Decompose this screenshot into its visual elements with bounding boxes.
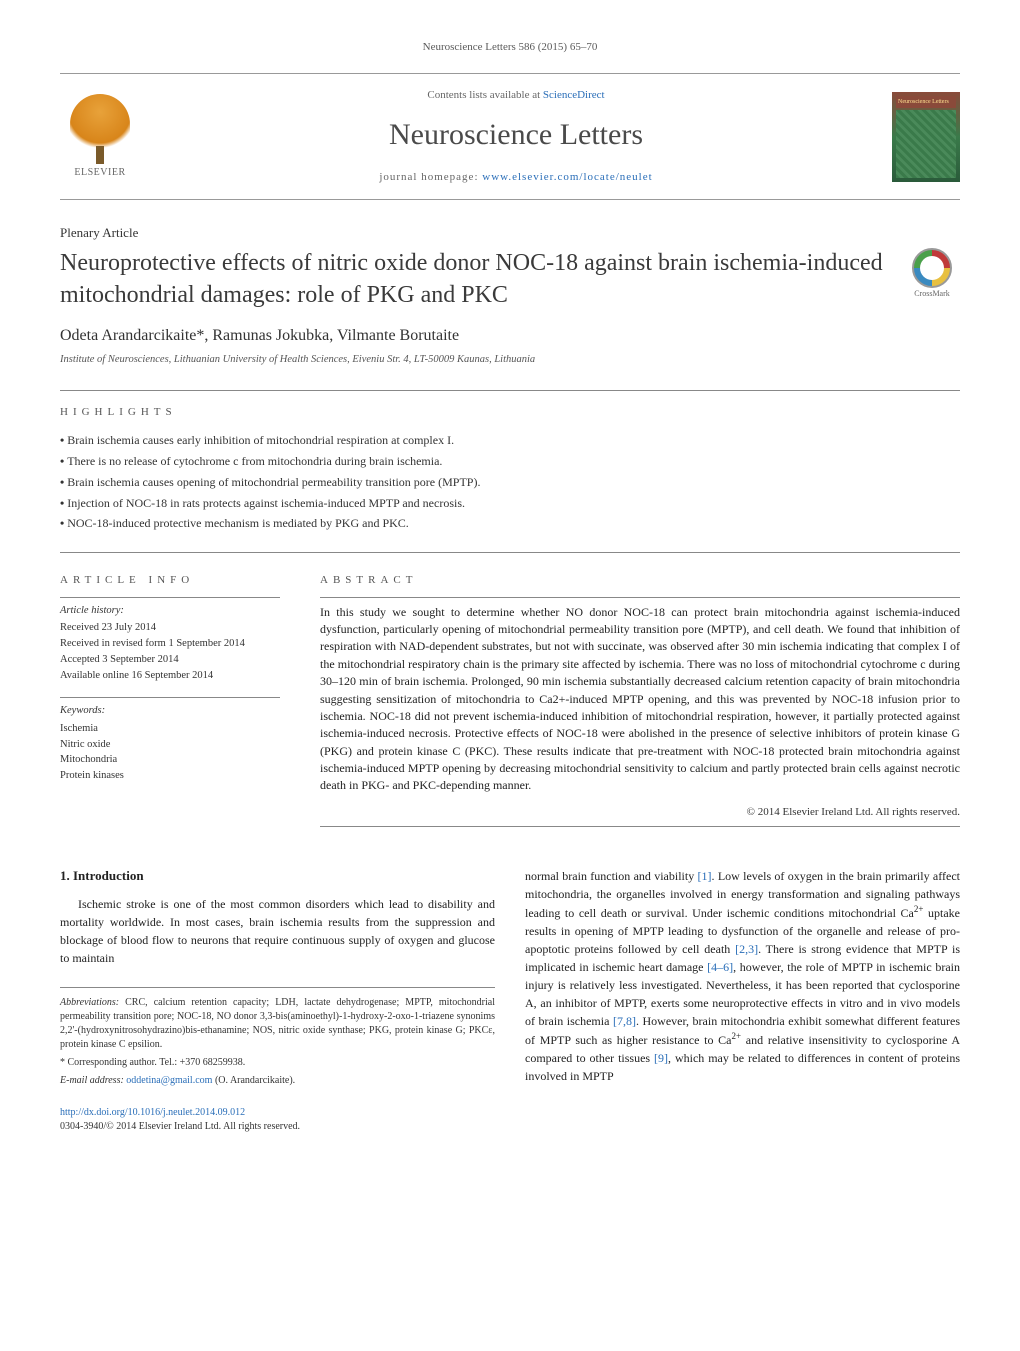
keywords-block: Keywords: Ischemia Nitric oxide Mitochon… <box>60 704 280 784</box>
article-type: Plenary Article <box>60 224 960 242</box>
footnotes: Abbreviations: CRC, calcium retention ca… <box>60 987 495 1088</box>
highlight-item: Brain ischemia causes early inhibition o… <box>60 430 960 451</box>
abstract-column: ABSTRACT In this study we sought to dete… <box>320 559 960 833</box>
ref-9[interactable]: [9] <box>654 1051 668 1065</box>
contents-line: Contents lists available at ScienceDirec… <box>158 88 874 103</box>
highlight-item: Injection of NOC-18 in rats protects aga… <box>60 493 960 514</box>
homepage-link[interactable]: www.elsevier.com/locate/neulet <box>482 171 652 183</box>
ref-4-6[interactable]: [4–6] <box>707 960 733 974</box>
abbrev-label: Abbreviations: <box>60 997 119 1008</box>
elsevier-logo: ELSEVIER <box>60 92 140 182</box>
keyword: Mitochondria <box>60 752 280 768</box>
running-citation: Neuroscience Letters 586 (2015) 65–70 <box>60 40 960 55</box>
ref-1[interactable]: [1] <box>698 869 712 883</box>
abstract-text: In this study we sought to determine whe… <box>320 604 960 795</box>
homepage-prefix: journal homepage: <box>379 171 482 183</box>
sup-2plus: 2+ <box>914 904 924 914</box>
ref-7-8[interactable]: [7,8] <box>613 1014 636 1028</box>
journal-header: ELSEVIER Contents lists available at Sci… <box>60 73 960 200</box>
intro-para-1: Ischemic stroke is one of the most commo… <box>60 895 495 967</box>
email-label: E-mail address: <box>60 1075 126 1086</box>
intro-heading: 1. Introduction <box>60 867 495 885</box>
rule <box>60 552 960 553</box>
journal-cover-thumb: Neuroscience Letters <box>892 92 960 182</box>
highlight-item: NOC-18-induced protective mechanism is m… <box>60 513 960 534</box>
crossmark-icon <box>912 248 952 288</box>
cover-thumb-art <box>896 110 956 178</box>
keyword: Protein kinases <box>60 768 280 784</box>
rule <box>60 697 280 698</box>
publisher-name: ELSEVIER <box>74 166 125 180</box>
authors: Odeta Arandarcikaite*, Ramunas Jokubka, … <box>60 325 960 347</box>
rule <box>60 390 960 391</box>
doi-link[interactable]: http://dx.doi.org/10.1016/j.neulet.2014.… <box>60 1106 495 1120</box>
history-heading: Article history: <box>60 604 280 619</box>
info-abstract-row: ARTICLE INFO Article history: Received 2… <box>60 559 960 833</box>
homepage-line: journal homepage: www.elsevier.com/locat… <box>158 170 874 185</box>
sciencedirect-link[interactable]: ScienceDirect <box>543 89 605 101</box>
keyword: Nitric oxide <box>60 737 280 753</box>
cover-thumb-label: Neuroscience Letters <box>896 96 956 108</box>
article-info-column: ARTICLE INFO Article history: Received 2… <box>60 559 280 833</box>
intro-para-2: normal brain function and viability [1].… <box>525 867 960 1085</box>
left-column: 1. Introduction Ischemic stroke is one o… <box>60 867 495 1134</box>
highlight-item: There is no release of cytochrome c from… <box>60 451 960 472</box>
issn-copyright: 0304-3940/© 2014 Elsevier Ireland Ltd. A… <box>60 1120 495 1134</box>
rule <box>60 597 280 598</box>
affiliation: Institute of Neurosciences, Lithuanian U… <box>60 353 960 368</box>
email-link[interactable]: oddetina@gmail.com <box>126 1075 212 1086</box>
highlights-list: Brain ischemia causes early inhibition o… <box>60 430 960 534</box>
history-block: Article history: Received 23 July 2014 R… <box>60 604 280 684</box>
article-info-label: ARTICLE INFO <box>60 573 280 588</box>
history-line: Accepted 3 September 2014 <box>60 652 280 668</box>
email-line: E-mail address: oddetina@gmail.com (O. A… <box>60 1074 495 1088</box>
history-line: Available online 16 September 2014 <box>60 668 280 684</box>
highlight-item: Brain ischemia causes opening of mitocho… <box>60 472 960 493</box>
title-row: Neuroprotective effects of nitric oxide … <box>60 248 960 310</box>
email-author: (O. Arandarcikaite). <box>212 1075 295 1086</box>
header-center: Contents lists available at ScienceDirec… <box>158 88 874 185</box>
history-line: Received 23 July 2014 <box>60 620 280 636</box>
crossmark-badge[interactable]: CrossMark <box>904 248 960 304</box>
sup-2plus: 2+ <box>732 1031 742 1041</box>
body-columns: 1. Introduction Ischemic stroke is one o… <box>60 867 960 1134</box>
journal-name: Neuroscience Letters <box>158 114 874 156</box>
crossmark-label: CrossMark <box>914 288 950 299</box>
keyword: Ischemia <box>60 721 280 737</box>
rule <box>320 826 960 827</box>
abstract-copyright: © 2014 Elsevier Ireland Ltd. All rights … <box>320 805 960 820</box>
abstract-label: ABSTRACT <box>320 573 960 588</box>
p2-a: normal brain function and viability <box>525 869 698 883</box>
right-column: normal brain function and viability [1].… <box>525 867 960 1134</box>
rule <box>320 597 960 598</box>
keywords-heading: Keywords: <box>60 704 280 719</box>
article-title: Neuroprotective effects of nitric oxide … <box>60 248 884 310</box>
contents-prefix: Contents lists available at <box>427 89 542 101</box>
highlights-label: HIGHLIGHTS <box>60 405 960 420</box>
abbrev-text: CRC, calcium retention capacity; LDH, la… <box>60 997 495 1050</box>
elsevier-tree-icon <box>70 94 130 154</box>
ref-2-3[interactable]: [2,3] <box>735 942 758 956</box>
corresponding-author: * Corresponding author. Tel.: +370 68259… <box>60 1056 495 1070</box>
abbreviations: Abbreviations: CRC, calcium retention ca… <box>60 996 495 1052</box>
history-line: Received in revised form 1 September 201… <box>60 636 280 652</box>
